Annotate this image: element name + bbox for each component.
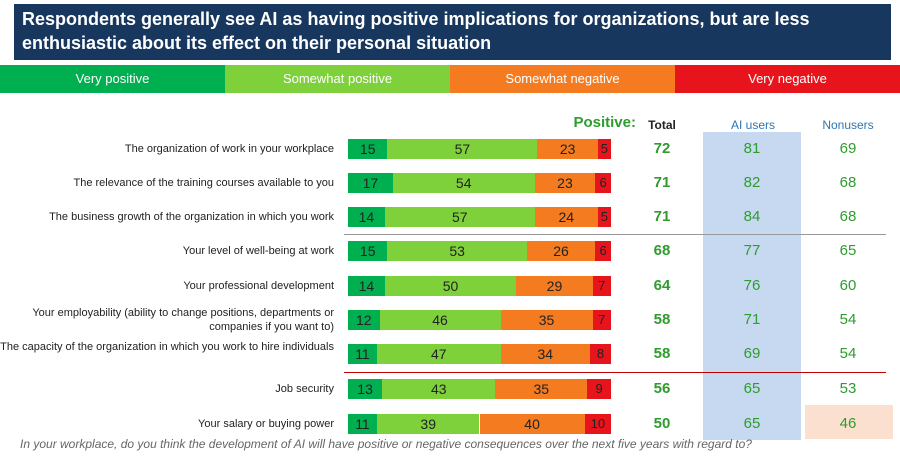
bar-segment-somewhat-positive: 39 — [376, 414, 480, 434]
row-label: The relevance of the training courses av… — [73, 177, 335, 189]
bar-segment-very-positive: 15 — [348, 241, 388, 261]
nonusers-header: Nonusers — [822, 118, 874, 132]
nonusers-value: 54 — [839, 345, 857, 362]
bar-segment-somewhat-positive: 54 — [392, 173, 535, 193]
legend-somewhat-positive: Somewhat positive — [225, 65, 450, 93]
bar-segment-very-positive: 14 — [348, 207, 385, 227]
total-positive-value: 58 — [653, 311, 671, 328]
bar-segment-very-positive: 12 — [348, 310, 380, 330]
chart-title: Respondents generally see AI as having p… — [14, 4, 891, 60]
total-positive-value: 71 — [653, 174, 671, 191]
total-positive-value: 58 — [653, 345, 671, 362]
bar-segment-somewhat-negative: 35 — [500, 310, 593, 330]
bar-segment-very-negative: 8 — [589, 344, 611, 364]
bar-segment-somewhat-negative: 29 — [516, 276, 593, 296]
footnote: In your workplace, do you think the deve… — [20, 437, 752, 451]
positive-header: Positive: — [573, 114, 636, 131]
bar-segment-very-negative: 5 — [597, 139, 611, 159]
bar-segment-somewhat-positive: 53 — [387, 241, 527, 261]
row-label: The business growth of the organization … — [49, 211, 334, 223]
row-label: Your salary or buying power — [198, 418, 334, 430]
row-label: Your employability (ability to change po… — [32, 307, 334, 333]
bar-segment-somewhat-negative: 26 — [526, 241, 596, 261]
legend-very-negative: Very negative — [675, 65, 900, 93]
bar-segment-somewhat-positive: 57 — [387, 139, 538, 159]
bar-segment-somewhat-positive: 43 — [382, 379, 496, 399]
ai-users-column-background — [703, 132, 801, 440]
total-positive-value: 50 — [653, 415, 671, 432]
bar-segment-somewhat-negative: 23 — [537, 139, 598, 159]
nonusers-value: 68 — [839, 174, 857, 191]
total-header: Total — [648, 118, 676, 132]
bar-segment-somewhat-positive: 46 — [379, 310, 501, 330]
bar-segment-very-negative: 6 — [595, 173, 611, 193]
bar-segment-very-positive: 11 — [348, 414, 377, 434]
nonusers-highlight-cell — [805, 405, 893, 439]
ai-users-value: 76 — [743, 277, 761, 294]
bar-segment-very-positive: 14 — [348, 276, 385, 296]
bar-segment-very-positive: 11 — [348, 344, 377, 364]
row-label: Your level of well-being at work — [182, 245, 334, 257]
nonusers-value: 54 — [839, 311, 857, 328]
bar-segment-very-negative: 5 — [597, 207, 611, 227]
row-label: Your professional development — [183, 280, 334, 292]
bar-segment-very-positive: 13 — [348, 379, 383, 399]
row-label: The organization of work in your workpla… — [124, 143, 334, 155]
bar-segment-very-negative: 9 — [587, 379, 611, 399]
total-positive-value: 68 — [653, 242, 671, 259]
total-positive-value: 56 — [653, 380, 671, 397]
row-label: The capacity of the organization in whic… — [0, 341, 334, 353]
bar-segment-somewhat-negative: 35 — [495, 379, 588, 399]
bar-segment-very-positive: 17 — [348, 173, 393, 193]
ai-users-value: 65 — [743, 415, 761, 432]
total-positive-value: 64 — [653, 277, 671, 294]
ai-users-value: 77 — [743, 242, 761, 259]
bar-segment-very-negative: 7 — [592, 276, 611, 296]
total-positive-value: 72 — [653, 140, 671, 157]
bar-segment-somewhat-positive: 47 — [376, 344, 501, 364]
ai-users-value: 65 — [743, 380, 761, 397]
ai-users-value: 84 — [743, 208, 761, 225]
legend-somewhat-negative: Somewhat negative — [450, 65, 675, 93]
bar-segment-somewhat-negative: 40 — [479, 414, 585, 434]
bar-segment-very-negative: 10 — [584, 414, 611, 434]
bar-segment-very-negative: 6 — [595, 241, 611, 261]
bar-segment-somewhat-positive: 50 — [384, 276, 517, 296]
nonusers-value: 68 — [839, 208, 857, 225]
bar-segment-somewhat-negative: 34 — [500, 344, 590, 364]
legend-very-positive: Very positive — [0, 65, 225, 93]
total-positive-value: 71 — [653, 208, 671, 225]
bar-segment-somewhat-negative: 23 — [534, 173, 596, 193]
legend: Very positive Somewhat positive Somewhat… — [0, 65, 900, 93]
ai-users-header: AI users — [730, 118, 775, 132]
ai-users-value: 69 — [743, 345, 761, 362]
group-divider — [344, 234, 886, 235]
ai-users-value: 82 — [743, 174, 761, 191]
nonusers-value: 65 — [839, 242, 857, 259]
nonusers-value: 69 — [839, 140, 857, 157]
nonusers-value: 46 — [839, 415, 857, 432]
bar-segment-somewhat-negative: 24 — [534, 207, 598, 227]
bar-segment-very-negative: 7 — [592, 310, 611, 330]
bar-segment-somewhat-positive: 57 — [384, 207, 535, 227]
row-label: Job security — [275, 383, 334, 395]
nonusers-value: 53 — [839, 380, 857, 397]
ai-users-value: 81 — [743, 140, 761, 157]
nonusers-value: 60 — [839, 277, 857, 294]
ai-users-value: 71 — [743, 311, 761, 328]
group-divider — [344, 371, 886, 373]
bar-segment-very-positive: 15 — [348, 139, 388, 159]
